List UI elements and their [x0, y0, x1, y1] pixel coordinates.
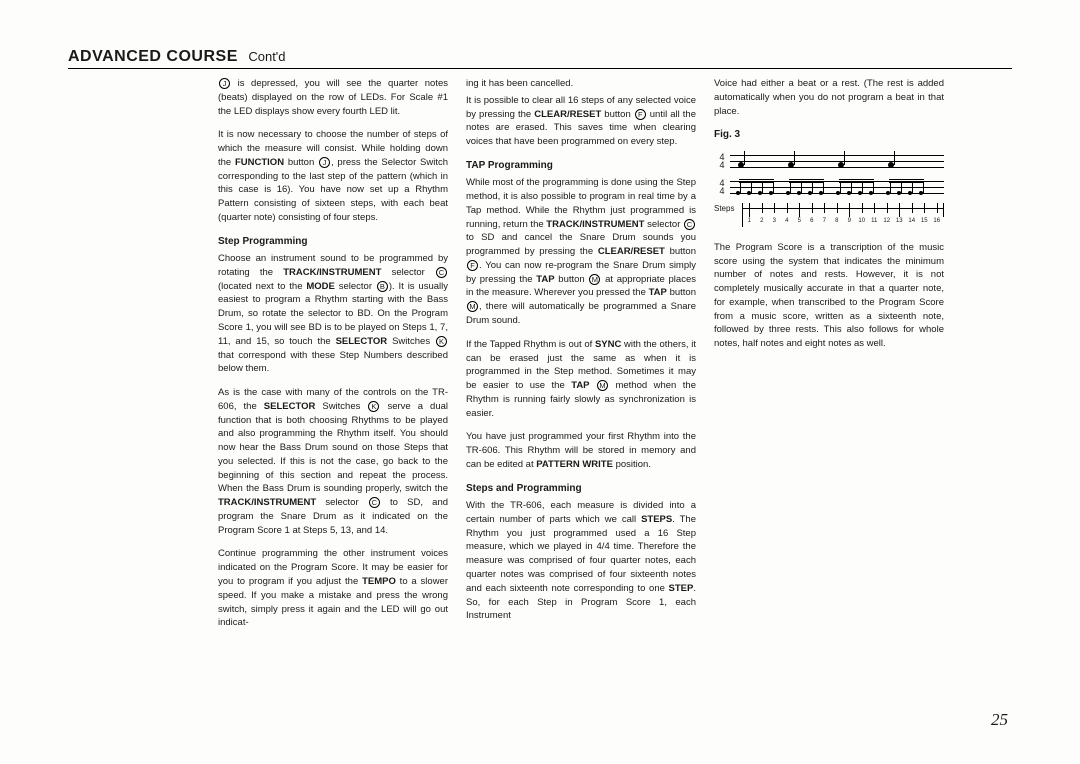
- staff-sixteenths: [730, 177, 944, 197]
- circle-m-icon: M: [467, 301, 478, 312]
- note-group-icon: [836, 191, 873, 195]
- note-icon: [838, 162, 844, 168]
- circle-m-icon: M: [589, 274, 600, 285]
- circle-f-icon: F: [635, 109, 646, 120]
- header-title: ADVANCED COURSE: [68, 48, 238, 65]
- page-header: ADVANCED COURSE Cont'd: [68, 48, 1012, 69]
- step-number: 16: [933, 217, 940, 226]
- subhead-tap-programming: TAP Programming: [466, 159, 696, 174]
- step-number: 1: [748, 217, 751, 226]
- note-icon: [738, 162, 744, 168]
- circle-j-icon: J: [319, 157, 330, 168]
- circle-m-icon: M: [597, 380, 608, 391]
- header-sub: Cont'd: [248, 49, 285, 64]
- figure-label: Fig. 3: [714, 128, 944, 143]
- note-icon: [888, 162, 894, 168]
- text-columns: J is depressed, you will see the quarter…: [68, 77, 1012, 640]
- page-number: 25: [991, 710, 1008, 730]
- step-number: 7: [823, 217, 826, 226]
- circle-f-icon: F: [467, 260, 478, 271]
- steps-grid: 12345678910111213141516: [742, 203, 944, 227]
- step-number: 5: [798, 217, 801, 226]
- para: With the TR-606, each measure is divided…: [466, 499, 696, 623]
- step-number: 11: [871, 217, 877, 226]
- circle-c-icon: C: [369, 497, 380, 508]
- step-number: 4: [785, 217, 788, 226]
- sixteenth-note-row: 4 4: [714, 177, 944, 197]
- steps-row: Steps 12345678910111213141516: [714, 203, 944, 227]
- steps-label: Steps: [714, 203, 742, 215]
- note-group-icon: [786, 191, 823, 195]
- step-number: 6: [810, 217, 813, 226]
- time-signature: 4 4: [714, 179, 730, 195]
- column-1: J is depressed, you will see the quarter…: [218, 77, 448, 640]
- circle-k-icon: K: [436, 336, 447, 347]
- para: It is possible to clear all 16 steps of …: [466, 94, 696, 149]
- para: You have just programmed your first Rhyt…: [466, 430, 696, 471]
- music-figure: 4 4 4 4: [714, 151, 944, 227]
- time-signature: 4 4: [714, 153, 730, 169]
- subhead-steps-programming: Steps and Programming: [466, 482, 696, 497]
- para: Choose an instrument sound to be program…: [218, 252, 448, 376]
- step-number: 14: [908, 217, 915, 226]
- circle-j-icon: J: [219, 78, 230, 89]
- column-2: ing it has been cancelled. It is possibl…: [466, 77, 696, 640]
- circle-k-icon: K: [368, 401, 379, 412]
- para: As is the case with many of the controls…: [218, 386, 448, 537]
- para: If the Tapped Rhythm is out of SYNC with…: [466, 338, 696, 421]
- step-number: 15: [921, 217, 928, 226]
- para: While most of the programming is done us…: [466, 176, 696, 327]
- circle-c-icon: C: [684, 219, 695, 230]
- note-group-icon: [886, 191, 923, 195]
- para: It is now necessary to choose the number…: [218, 128, 448, 224]
- para: J is depressed, you will see the quarter…: [218, 77, 448, 118]
- quarter-note-row: 4 4: [714, 151, 944, 171]
- step-number: 13: [896, 217, 903, 226]
- para: The Program Score is a transcription of …: [714, 241, 944, 351]
- step-number: 2: [760, 217, 763, 226]
- para: ing it has been cancelled.: [466, 77, 696, 91]
- column-3: Voice had either a beat or a rest. (The …: [714, 77, 944, 640]
- step-number: 12: [883, 217, 890, 226]
- para: Voice had either a beat or a rest. (The …: [714, 77, 944, 118]
- para: Continue programming the other instrumen…: [218, 547, 448, 630]
- step-number: 9: [848, 217, 851, 226]
- circle-c-icon: C: [436, 267, 447, 278]
- note-icon: [788, 162, 794, 168]
- step-number: 10: [858, 217, 865, 226]
- subhead-step-programming: Step Programming: [218, 235, 448, 250]
- note-group-icon: [736, 191, 773, 195]
- step-number: 8: [835, 217, 838, 226]
- circle-b-icon: B: [377, 281, 388, 292]
- step-number: 3: [773, 217, 776, 226]
- staff-quarters: [730, 151, 944, 171]
